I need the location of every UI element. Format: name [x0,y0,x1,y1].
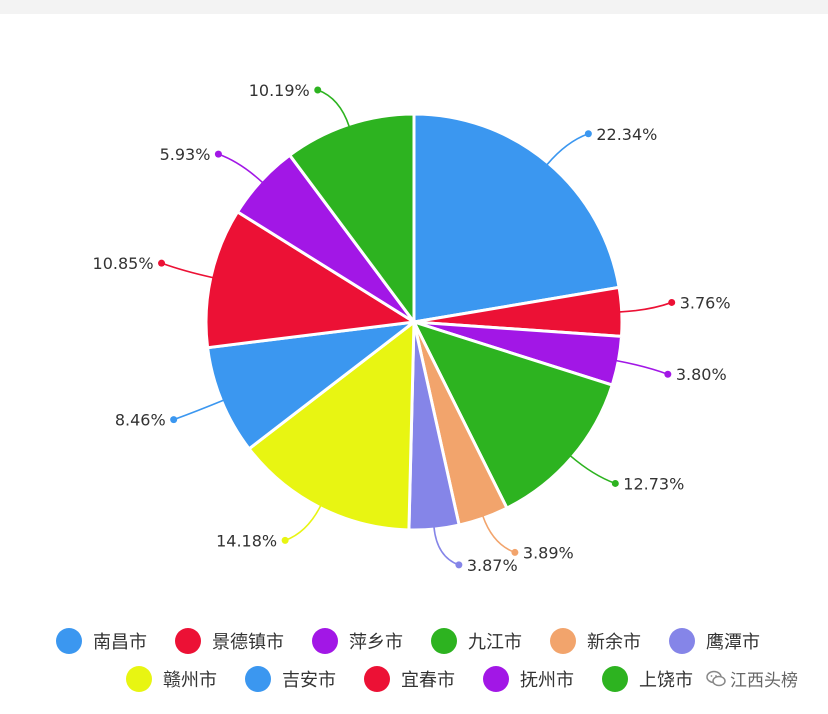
legend-label: 萍乡市 [349,632,403,653]
watermark: 江西头榜 [700,664,804,693]
legend-label: 南昌市 [93,632,147,653]
legend-label: 景德镇市 [212,632,284,653]
legend-item[interactable]: 抚州市 [483,662,574,696]
leader-line [616,359,669,375]
legend-swatch [56,628,82,654]
legend-item[interactable]: 萍乡市 [312,624,403,658]
leader-dot [170,416,178,424]
data-label: 5.93% [160,145,211,164]
legend-row: 赣州市 吉安市 宜春市 抚州市 上饶市 [0,662,828,696]
legend-label: 抚州市 [520,670,574,691]
leader-line [569,455,616,485]
data-label: 3.76% [680,293,731,312]
data-label: 3.80% [676,365,727,384]
leader-line [482,515,516,554]
legend-item[interactable]: 南昌市 [56,624,147,658]
leader-dot [668,298,676,306]
legend-label: 上饶市 [639,670,693,691]
leader-line [284,505,322,542]
data-label: 10.85% [93,254,154,273]
legend-label: 宜春市 [401,670,455,691]
pie-labels: 22.34% 3.76% 3.80% 12.73% 3.89% 3.87% 14.18% 8.… [93,81,731,575]
legend-label: 赣州市 [163,670,217,691]
leader-line [173,399,224,421]
pie-slice [412,112,621,324]
legend-swatch [431,628,457,654]
data-label: 22.34% [596,125,657,144]
leader-line [619,301,672,313]
data-label: 12.73% [623,474,684,493]
leader-line [546,133,589,166]
legend-swatch [245,666,271,692]
legend-swatch [175,628,201,654]
leader-dot [314,86,322,94]
leader-dot [584,130,592,138]
leader-line [218,153,264,184]
leader-dot [611,479,619,487]
legend-item[interactable]: 赣州市 [126,662,217,696]
legend-label: 吉安市 [282,670,336,691]
legend-swatch [126,666,152,692]
legend-label: 九江市 [468,632,522,653]
leader-dot [281,536,289,544]
legend-label: 鹰潭市 [706,632,760,653]
legend-item[interactable]: 宜春市 [364,662,455,696]
leader-line [317,89,350,127]
leader-line [161,262,214,279]
leader-dot [455,561,463,569]
legend-swatch [364,666,390,692]
legend-swatch [550,628,576,654]
legend-swatch [312,628,338,654]
legend-item[interactable]: 新余市 [550,624,641,658]
leader-dot [158,259,166,267]
legend-label: 新余市 [587,632,641,653]
legend-item[interactable]: 九江市 [431,624,522,658]
legend-row: 南昌市 景德镇市 萍乡市 九江市 新余市 鹰潭市 [0,624,828,658]
legend-item[interactable]: 鹰潭市 [669,624,760,658]
leader-dot [214,150,222,158]
leader-dot [511,548,519,556]
legend-item[interactable]: 吉安市 [245,662,336,696]
leader-dot [664,370,672,378]
top-bar [0,0,828,14]
watermark-text: 江西头榜 [730,671,798,691]
leader-line [433,526,460,566]
legend-swatch [669,628,695,654]
data-label: 10.19% [249,81,310,100]
pie-slices [204,112,624,532]
data-label: 3.89% [523,543,574,562]
legend-swatch [602,666,628,692]
wechat-icon [706,670,726,686]
legend-item[interactable]: 上饶市 [602,662,693,696]
data-label: 3.87% [467,556,518,575]
legend-item[interactable]: 景德镇市 [175,624,284,658]
data-label: 8.46% [115,411,166,430]
pie-chart: 22.34% 3.76% 3.80% 12.73% 3.89% 3.87% 14.18% 8.… [93,81,731,575]
legend-swatch [483,666,509,692]
data-label: 14.18% [216,531,277,550]
